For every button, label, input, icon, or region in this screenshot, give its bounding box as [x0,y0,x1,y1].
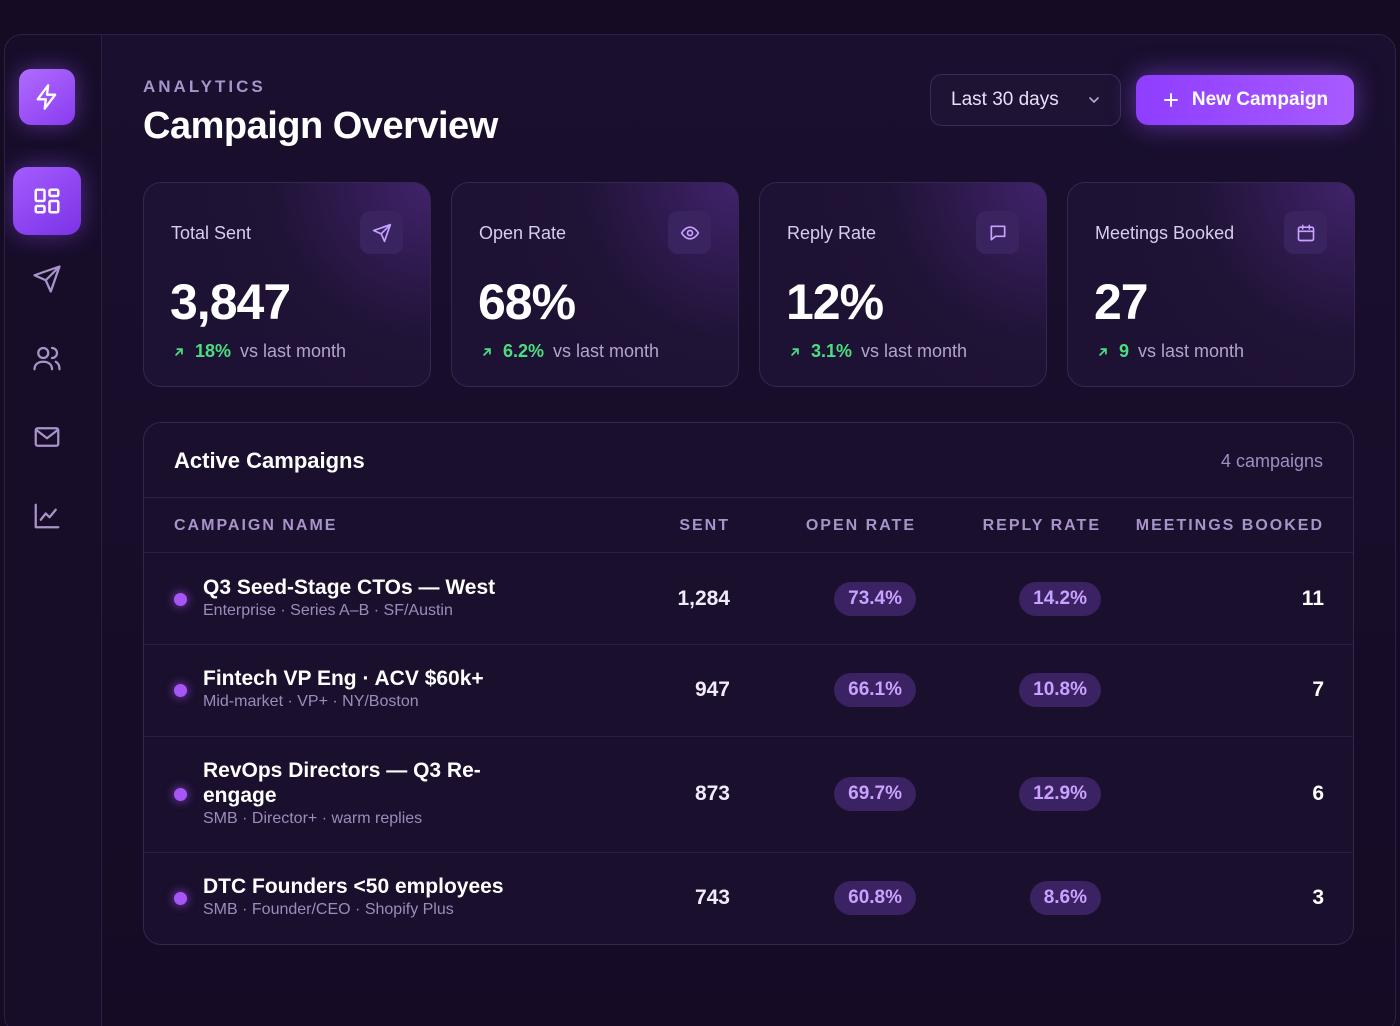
app-window: ANALYTICS Campaign Overview Last 30 days… [4,34,1396,1026]
stat-delta-text: vs last month [1138,341,1245,361]
sent-count: 947 [694,678,730,701]
stat-label: Reply Rate [787,223,877,243]
mail-icon [34,427,60,447]
campaign-name: DTC Founders <50 employees [203,875,504,898]
app-logo[interactable] [19,69,75,125]
stat-delta-text: vs last month [553,341,660,361]
eye-icon [668,211,711,254]
users-icon [33,346,61,371]
stat-card-reply-rate: Reply Rate 12% 3.1% vs last month [759,182,1047,387]
column-header-open-rate[interactable]: OPEN RATE [805,517,916,534]
calendar-icon [1284,211,1327,254]
date-range-select[interactable]: Last 30 days [930,74,1121,126]
table-row[interactable]: Q3 Seed-Stage CTOs — West Enterprise · S… [144,553,1353,645]
stat-card-total-sent: Total Sent 3,847 18% vs last month [143,182,431,387]
open-rate-badge: 73.4% [834,582,916,616]
send-icon [360,211,403,254]
stat-label: Meetings Booked [1095,223,1235,243]
open-rate-badge: 69.7% [834,777,916,811]
arrow-up-right-icon [1099,347,1107,356]
sent-count: 873 [694,782,730,805]
status-dot [174,892,187,905]
status-dot [174,788,187,801]
main-content: ANALYTICS Campaign Overview Last 30 days… [103,35,1395,1026]
page-eyebrow: ANALYTICS [143,77,266,96]
chart-line-icon [34,503,60,529]
stat-delta-value: 9 [1119,341,1130,361]
column-header-sent[interactable]: SENT [679,517,730,534]
status-dot [174,593,187,606]
stat-delta: 18% vs last month [172,341,346,362]
active-campaigns-table: Active Campaigns 4 campaigns CAMPAIGN NA… [143,422,1354,945]
arrow-up-right-icon [791,347,799,356]
campaign-name: Fintech VP Eng · ACV $60k+ [203,667,484,690]
plus-icon [1163,93,1178,107]
stat-delta: 9 vs last month [1096,341,1244,362]
sidebar-item-inbox[interactable] [13,403,81,471]
campaign-subtitle: SMB · Director+ · warm replies [203,810,423,827]
column-header-meetings-booked[interactable]: MEETINGS BOOKED [1135,517,1324,534]
table-header-row: CAMPAIGN NAME SENT OPEN RATE REPLY RATE … [144,497,1353,553]
table-row[interactable]: DTC Founders <50 employees SMB · Founder… [144,853,1353,944]
table-row[interactable]: RevOps Directors — Q3 Re-engage SMB · Di… [144,737,1353,853]
stat-delta-value: 3.1% [811,341,853,361]
sidebar [5,35,102,1026]
stat-value: 68% [478,274,576,330]
table-row[interactable]: Fintech VP Eng · ACV $60k+ Mid-market · … [144,645,1353,737]
stat-value: 27 [1094,274,1149,330]
reply-rate-badge: 14.2% [1019,582,1101,616]
stat-delta: 3.1% vs last month [788,341,967,362]
stat-delta-value: 18% [195,341,232,361]
stat-value: 12% [786,274,884,330]
meetings-count: 3 [1312,886,1324,909]
arrow-up-right-icon [175,347,183,356]
send-icon [33,265,61,293]
new-campaign-button[interactable]: New Campaign [1136,75,1354,125]
table-title: Active Campaigns [174,448,365,473]
open-rate-badge: 66.1% [834,673,916,707]
campaign-subtitle: SMB · Founder/CEO · Shopify Plus [203,901,454,918]
stat-delta-text: vs last month [240,341,347,361]
sent-count: 1,284 [677,587,730,610]
open-rate-badge: 60.8% [834,881,916,915]
campaign-name: RevOps Directors — Q3 Re-engage [203,759,481,807]
sidebar-item-contacts[interactable] [13,324,81,392]
new-campaign-label: New Campaign [1191,89,1329,110]
sent-count: 743 [694,886,730,909]
campaign-subtitle: Mid-market · VP+ · NY/Boston [203,693,419,710]
stat-label: Total Sent [171,223,252,243]
campaign-count: 4 campaigns [1220,451,1323,471]
stat-label: Open Rate [479,223,567,243]
reply-rate-badge: 12.9% [1019,777,1101,811]
column-header-campaign-name[interactable]: CAMPAIGN NAME [174,517,338,534]
arrow-up-right-icon [483,347,491,356]
stat-card-meetings-booked: Meetings Booked 27 9 vs last month [1067,182,1355,387]
stat-delta-text: vs last month [861,341,968,361]
meetings-count: 7 [1312,678,1324,701]
stat-delta-value: 6.2% [503,341,545,361]
bolt-icon [36,84,57,110]
reply-rate-badge: 10.8% [1019,673,1101,707]
stat-value: 3,847 [170,274,291,330]
campaign-name: Q3 Seed-Stage CTOs — West [203,576,496,599]
sidebar-item-analytics[interactable] [13,482,81,550]
sidebar-item-campaigns[interactable] [13,245,81,313]
sidebar-item-dashboard[interactable] [13,167,81,235]
date-range-value: Last 30 days [951,89,1059,110]
stat-delta: 6.2% vs last month [480,341,659,362]
reply-rate-badge: 8.6% [1029,881,1101,915]
column-header-reply-rate[interactable]: REPLY RATE [982,517,1101,534]
meetings-count: 6 [1312,782,1324,805]
stat-card-open-rate: Open Rate 68% 6.2% vs last month [451,182,739,387]
campaign-subtitle: Enterprise · Series A–B · SF/Austin [203,602,453,619]
grid-dashboard-icon [34,188,60,214]
status-dot [174,684,187,697]
message-icon [976,211,1019,254]
meetings-count: 11 [1301,587,1324,610]
chevron-down-icon [1089,97,1099,104]
page-title: Campaign Overview [143,105,498,147]
